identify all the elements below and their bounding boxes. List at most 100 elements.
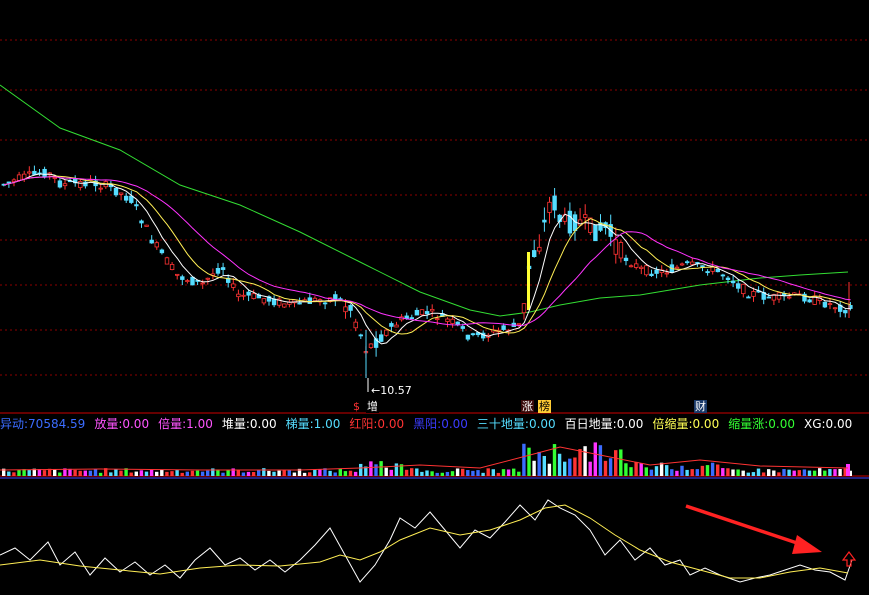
volume-bar <box>323 468 327 476</box>
indicator-value: 1.00 <box>313 417 341 431</box>
volume-bar <box>425 470 429 476</box>
volume-bar <box>221 472 225 476</box>
volume-bar <box>665 465 669 476</box>
volume-bar <box>190 470 195 476</box>
volume-bar <box>491 469 495 476</box>
candle-body <box>78 181 83 188</box>
candle-body <box>424 311 430 315</box>
tag-cai[interactable]: 财 <box>694 400 707 413</box>
candle-body <box>322 302 328 305</box>
candle-body <box>679 263 685 266</box>
volume-bar <box>12 472 16 476</box>
volume-bar <box>129 472 133 476</box>
candle-body <box>134 204 139 207</box>
volume-bar <box>308 472 312 476</box>
volume-bar <box>445 471 450 476</box>
volume-bar <box>73 469 77 476</box>
ma5-line <box>3 173 851 345</box>
candle-body <box>460 326 465 329</box>
volume-bar <box>211 468 215 476</box>
indicator-item: 三十地量:0.00 <box>477 415 556 433</box>
candle-body <box>358 334 363 337</box>
volume-bar <box>104 468 108 476</box>
tag-bang[interactable]: 榜 <box>538 400 551 413</box>
volume-bar <box>680 465 684 476</box>
volume-bar <box>83 470 87 476</box>
candle-body <box>649 273 654 277</box>
volume-bar <box>200 471 205 476</box>
volume-bar <box>343 471 348 476</box>
volume-bar <box>160 469 164 476</box>
indicator-label: 倍量: <box>158 417 187 431</box>
candle-body <box>521 303 527 314</box>
indicator-label: 缩量涨: <box>728 417 769 431</box>
volume-bar <box>241 472 246 476</box>
candle-body <box>98 187 103 190</box>
volume-bar <box>262 468 266 476</box>
candle-body <box>261 298 267 304</box>
candle-body <box>113 187 119 196</box>
candle-body-limit-up <box>527 252 530 310</box>
candle-body <box>705 271 710 274</box>
indicator-item: 倍缩量:0.00 <box>652 415 719 433</box>
volume-bar <box>109 472 113 476</box>
volume-bar <box>338 468 342 476</box>
candle-body <box>276 298 282 306</box>
volume-bar <box>573 457 577 476</box>
arrow-shaft <box>685 504 807 548</box>
indicator-label: 百日地量: <box>564 417 617 431</box>
indicator-value: 0.00 <box>441 417 468 431</box>
volume-bar <box>501 469 506 476</box>
volume-bar <box>394 463 399 476</box>
volume-bar <box>185 471 189 476</box>
volume-bar <box>736 469 740 476</box>
candle-body <box>567 210 573 234</box>
volume-bar <box>818 468 822 476</box>
candle-body <box>822 301 828 308</box>
tag-zeng[interactable]: 增 <box>366 400 379 413</box>
volume-bar <box>685 469 689 476</box>
volume-bar <box>542 455 546 476</box>
volume-bar <box>119 470 123 476</box>
volume-bar <box>333 472 337 476</box>
indicator-bar: 异动:70584.59 放量:0.00 倍量:1.00 堆量:0.00 梯量:1.00 红… <box>0 415 869 433</box>
tag-zhang[interactable]: 涨 <box>521 400 534 413</box>
candle-body <box>251 293 256 299</box>
volume-bar <box>527 447 531 476</box>
candle-body <box>843 310 848 314</box>
volume-bar <box>486 468 490 476</box>
volume-bar <box>731 469 735 476</box>
indicator-item: 红阳:0.00 <box>349 415 404 433</box>
volume-bar <box>583 446 587 476</box>
indicator-value: 0.00 <box>122 417 150 431</box>
volume-bar <box>440 472 444 476</box>
indicator-value: 0.00 <box>768 417 795 431</box>
volume-bar <box>42 470 47 476</box>
volume-bar <box>588 461 592 476</box>
volume-bar <box>165 471 169 476</box>
volume-bar <box>726 468 730 476</box>
candle-body <box>501 325 506 330</box>
volume-bar <box>450 471 455 476</box>
volume-bar <box>466 470 470 476</box>
volume-bar <box>170 471 174 476</box>
candle-body <box>343 306 348 313</box>
candle-body <box>537 246 542 252</box>
price-grid <box>0 39 869 479</box>
small-mark: $ <box>353 400 360 413</box>
indicator-label: 放量: <box>94 417 123 431</box>
volume-bar <box>777 472 781 476</box>
volume-bar <box>302 472 307 476</box>
volume-bar <box>772 470 776 476</box>
candle-body <box>409 317 414 320</box>
candle-body <box>470 333 476 336</box>
candle-body <box>164 257 170 265</box>
volume-bar <box>629 467 633 476</box>
up-arrow-icon <box>841 551 857 567</box>
arrow-left-icon: ← <box>371 384 381 397</box>
candle-body <box>746 296 751 299</box>
volume-bar <box>741 470 745 476</box>
volume-bar <box>384 467 388 476</box>
volume-bar <box>435 472 439 476</box>
candle-body <box>613 239 618 255</box>
